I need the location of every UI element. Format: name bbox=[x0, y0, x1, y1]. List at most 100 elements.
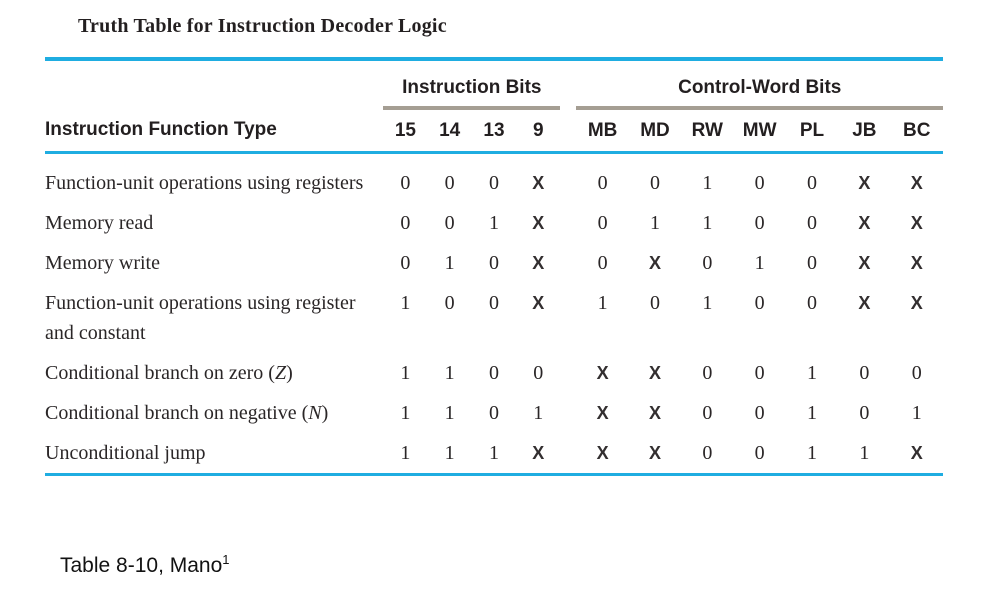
bit-cell-control-word-bits-5: 0 bbox=[859, 402, 870, 424]
bit-cell-control-word-bits-3: 1 bbox=[754, 252, 765, 274]
bit-cell-instruction-bits-1: 1 bbox=[444, 442, 455, 464]
row-label-text: Memory read bbox=[45, 212, 154, 234]
row-label: Memory read bbox=[45, 203, 383, 243]
bit-cell-instruction-bits-0: 0 bbox=[400, 172, 411, 194]
bit-cell-instruction-bits-3: X bbox=[532, 173, 545, 193]
column-header-md: MD bbox=[628, 108, 682, 154]
column-header-row: Instruction Function Type 15 14 13 9 MB MD RW M… bbox=[45, 108, 943, 154]
group-header-empty bbox=[45, 59, 383, 108]
row-label: Function-unit operations using register … bbox=[45, 283, 383, 353]
table-row: Conditional branch on negative (N) 1 1 0 1 X X… bbox=[45, 393, 943, 433]
row-label: Function-unit operations using registers bbox=[45, 153, 383, 204]
bit-cell-control-word-bits-5: X bbox=[858, 213, 871, 233]
row-label-text: Function-unit operations using registers bbox=[45, 172, 364, 194]
bit-cell-instruction-bits-3: X bbox=[532, 443, 545, 463]
bit-cell-control-word-bits-1: X bbox=[648, 363, 661, 383]
row-label: Conditional branch on negative (N) bbox=[45, 393, 383, 433]
bit-cell-control-word-bits-1: X bbox=[648, 253, 661, 273]
column-header-gap bbox=[560, 108, 577, 154]
bit-cell-instruction-bits-1: 1 bbox=[444, 362, 455, 384]
bit-cell-control-word-bits-4: 1 bbox=[807, 402, 818, 424]
row-label-text: Conditional branch on zero ( bbox=[45, 362, 275, 384]
bit-cell-control-word-bits-1: 1 bbox=[649, 212, 660, 234]
bit-cell-instruction-bits-3: X bbox=[532, 213, 545, 233]
column-header-bc: BC bbox=[890, 108, 943, 154]
bit-cell-control-word-bits-2: 1 bbox=[702, 292, 713, 314]
column-gap bbox=[560, 433, 576, 475]
bit-cell-instruction-bits-3: 0 bbox=[533, 362, 544, 384]
source-caption-text: Table 8-10, Mano bbox=[60, 554, 223, 577]
table-title: Truth Table for Instruction Decoder Logi… bbox=[78, 15, 447, 37]
bit-cell-control-word-bits-4: 0 bbox=[807, 212, 818, 234]
table-body: Function-unit operations using registers… bbox=[45, 153, 943, 475]
bit-cell-control-word-bits-0: 1 bbox=[597, 292, 608, 314]
bit-cell-control-word-bits-0: 0 bbox=[597, 212, 608, 234]
bit-cell-control-word-bits-5: 0 bbox=[859, 362, 870, 384]
bit-cell-control-word-bits-4: 0 bbox=[807, 292, 818, 314]
bit-cell-control-word-bits-5: X bbox=[858, 173, 871, 193]
flag-variable: N bbox=[308, 402, 322, 424]
bit-cell-control-word-bits-2: 1 bbox=[702, 212, 713, 234]
bit-cell-control-word-bits-3: 0 bbox=[754, 442, 765, 464]
bit-cell-control-word-bits-4: 0 bbox=[807, 252, 818, 274]
bit-cell-instruction-bits-3: X bbox=[532, 253, 545, 273]
bit-cell-instruction-bits-1: 0 bbox=[444, 172, 455, 194]
bit-cell-instruction-bits-1: 1 bbox=[444, 402, 455, 424]
row-label: Memory write bbox=[45, 243, 383, 283]
row-label-text: Memory write bbox=[45, 252, 160, 274]
bit-cell-control-word-bits-4: 1 bbox=[807, 362, 818, 384]
column-header-pl: PL bbox=[785, 108, 839, 154]
bit-cell-control-word-bits-3: 0 bbox=[754, 362, 765, 384]
column-gap bbox=[560, 153, 576, 204]
bit-cell-control-word-bits-3: 0 bbox=[754, 402, 765, 424]
bit-cell-control-word-bits-6: X bbox=[910, 173, 923, 193]
bit-cell-control-word-bits-0: X bbox=[596, 403, 609, 423]
truth-table: Instruction Bits Control-Word Bits Instr… bbox=[45, 57, 943, 476]
bit-cell-instruction-bits-0: 0 bbox=[400, 252, 411, 274]
column-header-9: 9 bbox=[516, 108, 561, 154]
bit-cell-instruction-bits-1: 0 bbox=[444, 292, 455, 314]
column-header-rw: RW bbox=[681, 108, 734, 154]
bit-cell-instruction-bits-1: 1 bbox=[444, 252, 455, 274]
column-gap bbox=[560, 203, 576, 243]
group-header-instruction-bits: Instruction Bits bbox=[383, 59, 561, 110]
bit-cell-control-word-bits-2: 0 bbox=[702, 252, 713, 274]
table-row: Function-unit operations using register … bbox=[45, 283, 943, 353]
bit-cell-control-word-bits-1: X bbox=[648, 403, 661, 423]
bit-cell-control-word-bits-0: X bbox=[596, 363, 609, 383]
bit-cell-instruction-bits-3: X bbox=[532, 293, 545, 313]
bit-cell-instruction-bits-2: 0 bbox=[488, 252, 499, 274]
bit-cell-control-word-bits-5: 1 bbox=[859, 442, 870, 464]
source-caption-footnote-marker: 1 bbox=[222, 552, 230, 567]
column-header-15: 15 bbox=[383, 108, 428, 154]
column-gap bbox=[560, 393, 576, 433]
row-label: Unconditional jump bbox=[45, 433, 383, 475]
bit-cell-control-word-bits-5: X bbox=[858, 293, 871, 313]
bit-cell-control-word-bits-4: 1 bbox=[807, 442, 818, 464]
bit-cell-instruction-bits-2: 0 bbox=[488, 172, 499, 194]
bit-cell-control-word-bits-6: 0 bbox=[911, 362, 922, 384]
bit-cell-control-word-bits-6: X bbox=[910, 213, 923, 233]
bit-cell-instruction-bits-0: 1 bbox=[400, 362, 411, 384]
bit-cell-control-word-bits-0: 0 bbox=[597, 252, 608, 274]
bit-cell-control-word-bits-5: X bbox=[858, 253, 871, 273]
source-caption: Table 8-10, Mano1 bbox=[60, 552, 230, 578]
bit-cell-control-word-bits-1: 0 bbox=[649, 172, 660, 194]
bit-cell-control-word-bits-2: 0 bbox=[702, 442, 713, 464]
row-header-label: Instruction Function Type bbox=[45, 108, 384, 154]
table-row: Function-unit operations using registers… bbox=[45, 153, 943, 204]
column-gap bbox=[560, 283, 576, 353]
row-label-text: Conditional branch on negative ( bbox=[45, 402, 309, 424]
bit-cell-instruction-bits-2: 1 bbox=[488, 442, 499, 464]
bit-cell-control-word-bits-0: 0 bbox=[597, 172, 608, 194]
bit-cell-instruction-bits-2: 0 bbox=[488, 402, 499, 424]
column-gap bbox=[560, 353, 576, 393]
bit-cell-control-word-bits-4: 0 bbox=[807, 172, 818, 194]
bit-cell-control-word-bits-0: X bbox=[596, 443, 609, 463]
column-header-mw: MW bbox=[733, 108, 786, 154]
bit-cell-instruction-bits-0: 1 bbox=[400, 442, 411, 464]
table-row: Conditional branch on zero (Z) 1 1 0 0 X X 0 0 1 0… bbox=[45, 353, 943, 393]
bit-cell-control-word-bits-3: 0 bbox=[754, 292, 765, 314]
bit-cell-control-word-bits-2: 0 bbox=[702, 402, 713, 424]
